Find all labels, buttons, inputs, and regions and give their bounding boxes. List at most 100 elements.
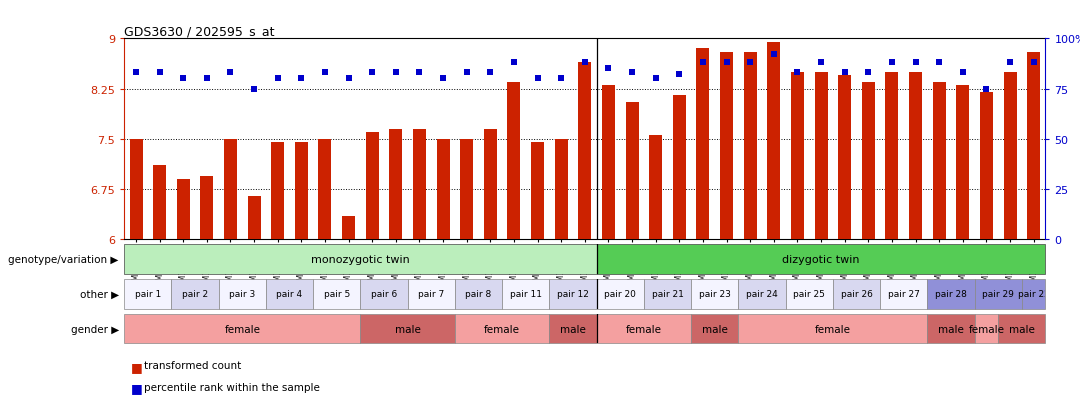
Bar: [1003, 73, 1016, 240]
Text: pair 22: pair 22: [1017, 290, 1050, 299]
Bar: [508, 83, 521, 240]
Text: male: male: [939, 324, 963, 334]
Bar: [390, 129, 403, 240]
Bar: [550, 314, 596, 344]
Bar: [814, 73, 827, 240]
Text: ■: ■: [131, 382, 143, 394]
Bar: [974, 279, 1022, 309]
Text: pair 28: pair 28: [935, 290, 967, 299]
Bar: [974, 314, 998, 344]
Text: pair 12: pair 12: [557, 290, 589, 299]
Text: pair 6: pair 6: [370, 290, 397, 299]
Bar: [625, 103, 638, 240]
Text: percentile rank within the sample: percentile rank within the sample: [144, 382, 320, 392]
Text: pair 26: pair 26: [840, 290, 873, 299]
Bar: [484, 129, 497, 240]
Bar: [455, 279, 502, 309]
Bar: [1022, 279, 1045, 309]
Text: pair 11: pair 11: [510, 290, 542, 299]
Text: pair 2: pair 2: [183, 290, 208, 299]
Bar: [531, 143, 544, 240]
Bar: [555, 140, 568, 240]
Bar: [361, 314, 455, 344]
Bar: [956, 86, 969, 240]
Bar: [791, 73, 804, 240]
Bar: [767, 43, 780, 240]
Text: female: female: [969, 324, 1004, 334]
Bar: [596, 279, 644, 309]
Bar: [502, 279, 550, 309]
Bar: [177, 180, 190, 240]
Bar: [407, 279, 455, 309]
Bar: [361, 279, 407, 309]
Bar: [550, 279, 596, 309]
Text: male: male: [561, 324, 586, 334]
Bar: [602, 86, 615, 240]
Text: pair 21: pair 21: [651, 290, 684, 299]
Bar: [342, 216, 355, 240]
Text: pair 29: pair 29: [982, 290, 1014, 299]
Bar: [980, 93, 993, 240]
Bar: [460, 140, 473, 240]
Text: ■: ■: [131, 360, 143, 373]
Text: pair 20: pair 20: [605, 290, 636, 299]
Text: GDS3630 / 202595_s_at: GDS3630 / 202595_s_at: [124, 25, 274, 38]
Bar: [266, 279, 313, 309]
Bar: [833, 279, 880, 309]
Bar: [596, 314, 691, 344]
Bar: [172, 279, 218, 309]
Bar: [998, 314, 1045, 344]
Bar: [124, 314, 361, 344]
Bar: [838, 76, 851, 240]
Text: pair 27: pair 27: [888, 290, 920, 299]
Bar: [130, 140, 143, 240]
Bar: [739, 314, 928, 344]
Bar: [933, 83, 946, 240]
Bar: [366, 133, 379, 240]
Bar: [153, 166, 166, 240]
Text: transformed count: transformed count: [144, 360, 241, 370]
Bar: [1027, 52, 1040, 240]
Text: pair 4: pair 4: [276, 290, 302, 299]
Bar: [928, 279, 974, 309]
Text: pair 8: pair 8: [465, 290, 491, 299]
Bar: [413, 129, 426, 240]
Text: gender ▶: gender ▶: [70, 324, 119, 334]
Text: male: male: [394, 324, 420, 334]
Bar: [862, 83, 875, 240]
Bar: [455, 314, 550, 344]
Bar: [928, 314, 974, 344]
Text: pair 24: pair 24: [746, 290, 778, 299]
Text: male: male: [1009, 324, 1035, 334]
Bar: [295, 143, 308, 240]
Bar: [271, 143, 284, 240]
Bar: [649, 136, 662, 240]
Text: pair 23: pair 23: [699, 290, 731, 299]
Text: dizygotic twin: dizygotic twin: [782, 254, 860, 264]
Bar: [319, 140, 332, 240]
Bar: [691, 279, 739, 309]
Text: female: female: [225, 324, 260, 334]
Text: pair 5: pair 5: [324, 290, 350, 299]
Bar: [596, 244, 1045, 274]
Text: genotype/variation ▶: genotype/variation ▶: [9, 254, 119, 264]
Bar: [201, 176, 214, 240]
Text: female: female: [484, 324, 521, 334]
Bar: [578, 63, 592, 240]
Bar: [697, 49, 710, 240]
Bar: [886, 73, 899, 240]
Text: pair 25: pair 25: [794, 290, 825, 299]
Text: pair 1: pair 1: [135, 290, 161, 299]
Bar: [124, 244, 596, 274]
Text: other ▶: other ▶: [80, 289, 119, 299]
Bar: [909, 73, 922, 240]
Bar: [247, 196, 260, 240]
Bar: [785, 279, 833, 309]
Bar: [739, 279, 785, 309]
Bar: [124, 279, 172, 309]
Bar: [880, 279, 928, 309]
Text: pair 7: pair 7: [418, 290, 444, 299]
Bar: [644, 279, 691, 309]
Bar: [224, 140, 237, 240]
Bar: [218, 279, 266, 309]
